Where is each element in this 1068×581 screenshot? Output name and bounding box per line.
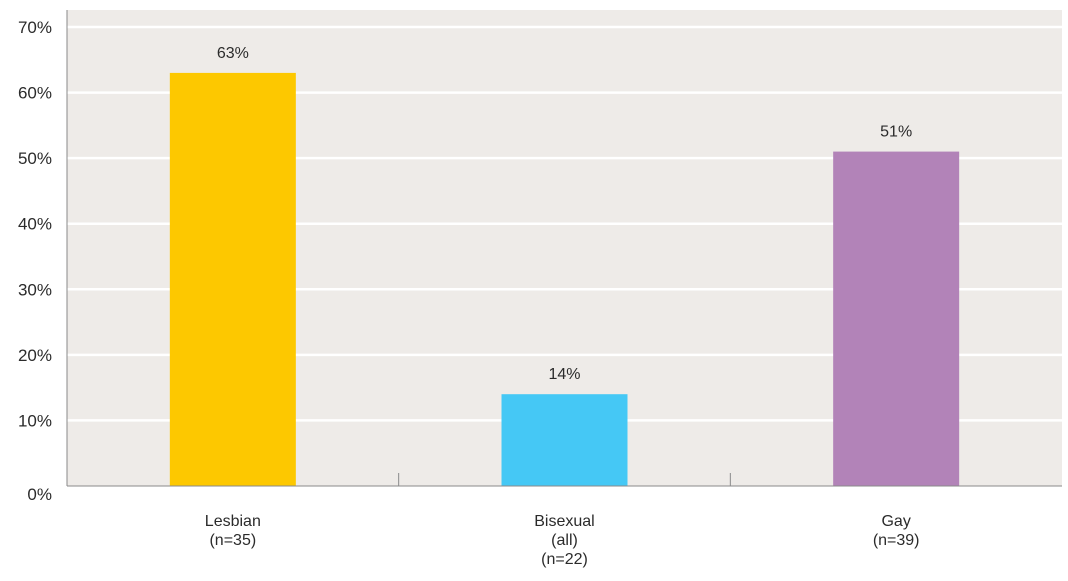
y-tick-label: 0% [27, 485, 52, 504]
bar [501, 394, 628, 486]
y-tick-label: 50% [18, 149, 52, 168]
bar [833, 151, 960, 487]
y-axis-tick-labels: 0% 10% 20% 30% 40% 50% 60% 70% [18, 18, 52, 504]
y-tick-label: 70% [18, 18, 52, 37]
y-tick-label: 60% [18, 84, 52, 103]
data-labels: 63% 14% 51% [217, 45, 912, 383]
y-tick-label: 10% [18, 411, 52, 430]
bar-data-label: 51% [880, 124, 912, 141]
bars [169, 72, 960, 487]
x-category-label: Lesbian (n=35) [205, 513, 261, 549]
bar-data-label: 14% [548, 366, 580, 383]
x-axis-category-labels: Lesbian (n=35) Bisexual (all) (n=22) Gay (n=39… [205, 513, 920, 568]
axes [66, 10, 1062, 487]
y-tick-label: 40% [18, 215, 52, 234]
x-category-label: Gay (n=39) [873, 513, 920, 549]
bar-data-label: 63% [217, 45, 249, 62]
y-tick-label: 30% [18, 280, 52, 299]
x-category-label: Bisexual (all) (n=22) [534, 513, 594, 568]
y-tick-label: 20% [18, 346, 52, 365]
bar [169, 72, 296, 487]
